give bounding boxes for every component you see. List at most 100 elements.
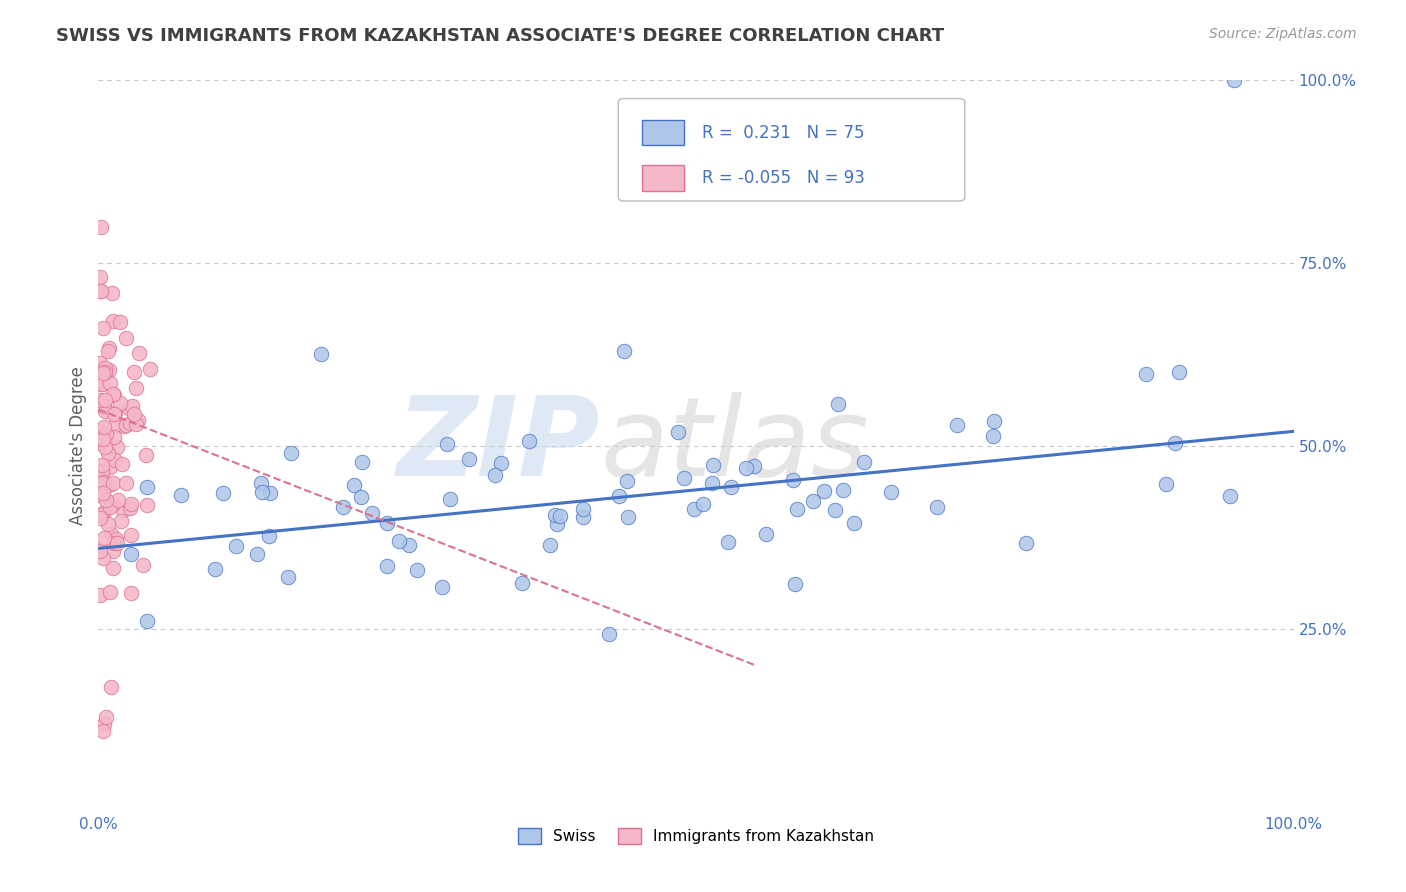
Point xyxy=(91,366,114,380)
Point xyxy=(430,580,453,594)
Point xyxy=(801,493,824,508)
Point xyxy=(89,588,111,602)
Point xyxy=(93,505,115,519)
Point xyxy=(246,547,269,561)
Point xyxy=(517,434,540,448)
Point xyxy=(103,544,125,558)
Point xyxy=(124,380,146,394)
Point xyxy=(169,487,191,501)
Point xyxy=(108,315,131,329)
Point xyxy=(824,503,846,517)
Point xyxy=(120,528,142,542)
Point xyxy=(692,497,714,511)
Text: atlas: atlas xyxy=(600,392,869,500)
Point xyxy=(125,417,148,431)
Point xyxy=(98,341,121,355)
Point xyxy=(332,500,354,514)
Point xyxy=(127,413,149,427)
Point xyxy=(93,475,115,490)
Point xyxy=(103,475,125,490)
Point xyxy=(546,516,568,531)
Point xyxy=(114,331,136,345)
Point xyxy=(946,417,969,432)
Point xyxy=(93,361,115,376)
Point xyxy=(89,356,111,370)
Point xyxy=(111,458,134,472)
Point xyxy=(1135,367,1157,381)
Point xyxy=(259,486,281,500)
Point xyxy=(90,284,112,298)
Bar xyxy=(643,120,685,145)
Point xyxy=(91,363,114,377)
Y-axis label: Associate's Degree: Associate's Degree xyxy=(69,367,87,525)
Point xyxy=(135,614,157,628)
Point xyxy=(115,475,138,490)
Point xyxy=(94,392,117,407)
Point xyxy=(571,509,593,524)
Point xyxy=(350,455,373,469)
Point xyxy=(666,425,689,440)
Point xyxy=(90,436,112,450)
Point xyxy=(112,418,135,433)
Point xyxy=(538,538,561,552)
Point xyxy=(842,516,865,530)
Point xyxy=(94,440,117,454)
Point xyxy=(89,435,111,450)
Point xyxy=(91,551,114,566)
Point xyxy=(786,502,808,516)
Point xyxy=(617,509,640,524)
Point xyxy=(94,403,117,417)
Point xyxy=(702,476,724,491)
Point xyxy=(93,420,115,434)
Point xyxy=(120,497,142,511)
Point xyxy=(827,397,849,411)
Point xyxy=(544,508,567,522)
Point xyxy=(225,539,247,553)
Point xyxy=(783,576,806,591)
Point xyxy=(103,388,125,402)
Point xyxy=(90,219,112,234)
Point xyxy=(98,478,121,492)
Point xyxy=(257,528,280,542)
Point xyxy=(101,386,124,401)
Point xyxy=(89,398,111,412)
Point xyxy=(118,500,141,515)
Point xyxy=(105,440,128,454)
Point xyxy=(672,471,695,485)
Point xyxy=(981,429,1004,443)
Point xyxy=(607,490,630,504)
Point xyxy=(484,468,506,483)
Point xyxy=(103,314,125,328)
Point xyxy=(101,497,124,511)
Point xyxy=(350,490,373,504)
Point xyxy=(89,511,111,525)
Point xyxy=(613,343,636,358)
Point xyxy=(105,533,128,547)
Point xyxy=(100,376,122,390)
Point xyxy=(120,547,142,561)
Point xyxy=(101,286,124,301)
Point xyxy=(89,424,111,438)
Point xyxy=(91,463,114,477)
Point xyxy=(135,449,157,463)
Point xyxy=(122,365,145,379)
Point xyxy=(510,576,533,591)
Point xyxy=(683,502,706,516)
Point xyxy=(121,399,143,413)
Point xyxy=(720,480,742,494)
Point xyxy=(204,562,226,576)
Text: R =  0.231   N = 75: R = 0.231 N = 75 xyxy=(702,124,865,142)
Point xyxy=(489,456,512,470)
Point xyxy=(925,500,948,515)
Point xyxy=(782,473,804,487)
Point xyxy=(250,484,273,499)
Point xyxy=(128,346,150,360)
Point xyxy=(101,561,124,575)
Point xyxy=(94,709,117,723)
Point xyxy=(98,459,121,474)
Point xyxy=(983,414,1005,428)
Point xyxy=(831,483,853,498)
Point xyxy=(813,483,835,498)
Point xyxy=(280,446,302,460)
Point xyxy=(114,417,136,432)
